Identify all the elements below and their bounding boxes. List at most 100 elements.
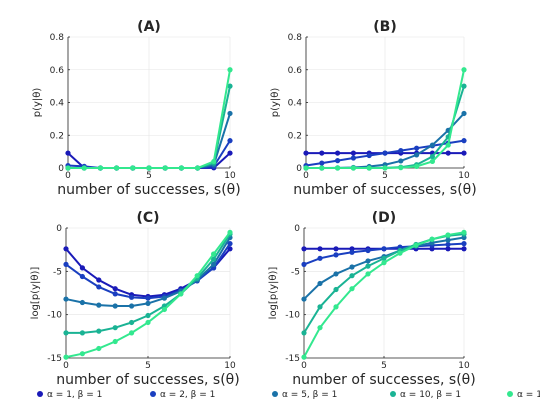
y-tick-label: -5 <box>53 267 62 277</box>
y-tick-label: 0.6 <box>50 66 65 76</box>
x-tick-label: 10 <box>458 361 470 371</box>
data-point <box>350 155 356 161</box>
data-point <box>65 150 71 156</box>
panel-title: (A) <box>137 19 161 35</box>
x-axis-label: number of successes, s(θ) <box>57 182 240 198</box>
y-axis-label: p(y|θ) <box>32 88 43 118</box>
data-point <box>429 142 435 148</box>
data-point <box>365 271 371 277</box>
panel-title: (D) <box>372 210 396 226</box>
data-point <box>461 138 467 144</box>
legend-marker <box>507 391 513 397</box>
data-point <box>227 150 233 156</box>
data-point <box>112 291 118 297</box>
y-tick-label: -5 <box>291 267 300 277</box>
legend-marker <box>390 391 396 397</box>
data-point <box>333 252 339 258</box>
legend-label: α = 15, β = 1 <box>517 390 540 400</box>
data-point <box>129 330 135 336</box>
x-tick-label: 5 <box>145 361 151 371</box>
data-point <box>211 158 217 165</box>
data-point <box>333 246 339 252</box>
data-point <box>96 328 102 334</box>
legend-marker <box>150 391 156 397</box>
data-point <box>227 138 233 144</box>
data-point <box>79 351 85 357</box>
data-point <box>96 284 102 290</box>
y-tick-label: 0.4 <box>50 99 65 109</box>
data-point <box>303 165 309 171</box>
data-point <box>397 250 403 256</box>
data-point <box>365 247 371 254</box>
data-point <box>382 165 388 171</box>
data-point <box>319 150 325 156</box>
data-point <box>317 246 323 252</box>
data-point <box>301 246 307 252</box>
data-point <box>301 261 307 267</box>
data-point <box>161 295 167 301</box>
data-point <box>112 286 118 292</box>
y-tick-label: 0.8 <box>50 33 65 43</box>
y-tick-label: 0.4 <box>288 99 303 109</box>
y-axis-label: p(y|θ) <box>270 88 281 118</box>
x-tick-label: 5 <box>146 171 152 181</box>
data-point <box>445 241 451 248</box>
data-point <box>195 165 201 171</box>
data-point <box>145 295 151 301</box>
data-point <box>398 148 404 154</box>
data-point <box>461 229 467 235</box>
data-point <box>145 312 151 319</box>
data-point <box>366 152 372 159</box>
data-point <box>461 246 467 252</box>
data-point <box>63 354 69 360</box>
data-point <box>429 153 435 160</box>
data-point <box>461 67 467 73</box>
data-point <box>365 263 371 269</box>
legend-label: α = 5, β = 1 <box>282 390 337 400</box>
data-point <box>445 237 451 243</box>
data-point <box>461 150 467 156</box>
panel-b: 0 5 10 0 0.2 0.4 0.6 0.8 (B) number of successes,… <box>270 19 477 198</box>
data-point <box>112 338 118 345</box>
data-point <box>414 145 420 151</box>
legend: α = 1, β = 1 α = 2, β = 1 α = 5, β = 1 α = … <box>37 390 540 400</box>
data-point <box>96 345 102 352</box>
data-point <box>301 330 307 336</box>
data-point <box>365 258 371 264</box>
data-point <box>335 165 341 171</box>
data-point <box>65 165 71 171</box>
data-point <box>114 165 120 171</box>
data-point <box>333 286 339 293</box>
data-point <box>145 319 151 326</box>
y-tick-label: -15 <box>47 354 62 364</box>
data-point <box>382 150 388 156</box>
data-point <box>194 273 200 279</box>
data-point <box>97 165 103 171</box>
data-point <box>317 325 323 331</box>
data-point <box>112 325 118 331</box>
data-point <box>211 251 217 257</box>
data-point <box>211 256 217 262</box>
data-point <box>461 241 467 247</box>
y-tick-label: -10 <box>285 311 300 321</box>
data-point <box>349 249 355 255</box>
data-point <box>129 319 135 326</box>
data-point <box>96 302 102 308</box>
data-point <box>79 330 85 336</box>
data-point <box>301 354 307 360</box>
panel-title: (C) <box>136 210 159 226</box>
data-point <box>129 303 135 309</box>
data-point <box>350 150 356 156</box>
data-point <box>81 165 87 171</box>
data-point <box>414 152 420 158</box>
legend-marker <box>272 391 278 397</box>
data-point <box>63 330 69 336</box>
data-point <box>317 280 323 287</box>
panel-title: (B) <box>373 19 396 35</box>
data-point <box>317 255 323 261</box>
panel-a: 0 5 10 0 0.2 0.4 0.6 0.8 (A) number of successes,… <box>32 19 241 198</box>
x-axis-label: number of successes, s(θ) <box>56 372 239 388</box>
x-tick-label: 10 <box>224 171 236 181</box>
y-tick-label: 0 <box>58 164 64 174</box>
data-point <box>350 165 356 171</box>
